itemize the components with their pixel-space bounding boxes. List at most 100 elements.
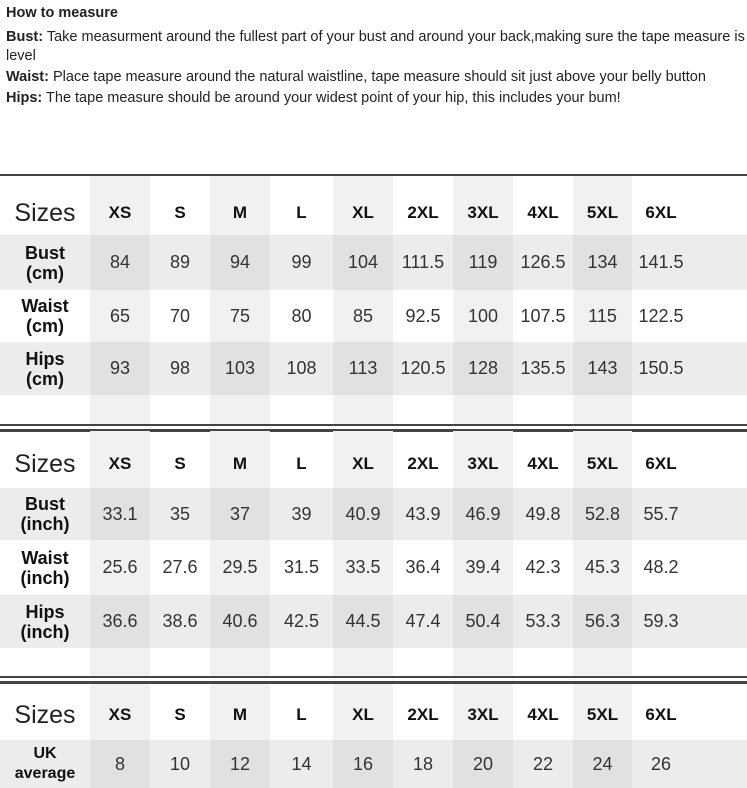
value-cell: 115 [588, 305, 617, 326]
value-cell: 47.4 [405, 611, 441, 631]
row-label-unit: average [14, 765, 76, 782]
cell-shade [573, 342, 632, 395]
size-header: XS [108, 454, 132, 473]
term: Hips: [6, 90, 43, 106]
cell-shade [453, 740, 513, 788]
text: Take measurment around the fullest part … [6, 29, 745, 64]
value-cell: 122.5 [638, 305, 684, 326]
row-label-name: Bust [25, 242, 65, 263]
value-cell: 150.5 [638, 358, 684, 378]
value-cell: 50.4 [465, 611, 501, 631]
size-header: 3XL [467, 705, 499, 724]
cell-shade [333, 595, 393, 648]
value-cell: 99 [291, 252, 312, 272]
value-cell: 85 [352, 305, 374, 326]
row-label: Waist (inch) [0, 548, 90, 588]
value-cell: 94 [229, 252, 251, 272]
value-cell: 104 [347, 252, 379, 272]
size-header: S [174, 454, 186, 473]
row-label-unit: (cm) [25, 262, 64, 283]
header-row: Sizes XS S M L XL 2XL 3XL 4XL 5XL 6XL [0, 440, 747, 488]
value-cell: 33.5 [345, 557, 381, 577]
divider-line [0, 676, 747, 678]
value-cell: 10 [169, 753, 191, 774]
value-cell: 44.5 [345, 611, 381, 631]
size-header: XS [108, 705, 132, 724]
value-cell: 26 [650, 753, 672, 774]
size-header: 5XL [586, 705, 619, 724]
header-row: Sizes XS S M L XL 2XL 3XL 4XL 5XL 6XL [0, 690, 747, 740]
value-cell: 36.4 [405, 557, 441, 577]
row-label-name: Bust [25, 494, 65, 514]
size-header: S [174, 202, 186, 222]
value-cell: 75 [229, 305, 251, 326]
value-cell: 36.6 [102, 611, 138, 631]
cell-shade [210, 595, 270, 648]
size-header: S [174, 705, 186, 724]
size-header: L [296, 454, 307, 473]
sizes-label: Sizes [14, 450, 76, 478]
size-header: XS [108, 202, 132, 222]
hips-instruction: Hips: The tape measure should be around … [6, 89, 747, 108]
value-cell: 120.5 [400, 358, 446, 378]
cell-shade [90, 235, 150, 290]
cell-shade [210, 235, 270, 290]
size-header: 3XL [467, 202, 499, 222]
row-label-unit: (cm) [25, 316, 64, 336]
value-cell: 70 [169, 305, 191, 326]
value-cell: 98 [169, 358, 191, 378]
cell-shade [90, 342, 150, 395]
size-header: 4XL [527, 454, 559, 473]
row-label-unit: (inch) [20, 621, 70, 642]
cell-shade [333, 342, 393, 395]
value-cell: 43.9 [405, 503, 441, 524]
bust-instruction: Bust: Take measurment around the fullest… [6, 28, 747, 66]
divider-line [0, 429, 747, 432]
value-cell: 27.6 [162, 557, 198, 577]
how-to-measure: How to measure Bust: Take measurment aro… [6, 4, 747, 110]
value-cell: 40.6 [222, 611, 258, 631]
cell-shade [90, 740, 150, 788]
cell-shade [573, 235, 632, 290]
value-cell: 12 [229, 753, 251, 774]
measurement-row: Waist (inch) 25.6 27.6 29.5 31.5 33.5 36.4 39.4 4… [0, 540, 747, 595]
cell-shade [453, 235, 513, 290]
row-label: Bust (inch) [0, 494, 90, 534]
value-cell: 39 [291, 503, 312, 524]
value-cell: 49.8 [525, 503, 561, 524]
measurement-row: Waist (cm) 65 70 75 80 85 92.5 100 107.5 115 122.5 [0, 290, 747, 342]
header-row: Sizes XS S M L XL 2XL 3XL 4XL 5XL 6XL [0, 190, 747, 235]
value-cell: 89 [169, 252, 191, 272]
term: Bust: [6, 29, 44, 45]
size-header: XL [352, 454, 374, 473]
value-cell: 84 [109, 252, 131, 272]
size-header: 2XL [407, 454, 439, 473]
size-header: L [296, 202, 307, 222]
value-cell: 14 [291, 753, 312, 774]
cell-shade [90, 488, 150, 540]
value-cell: 38.6 [162, 611, 198, 631]
value-cell: 33.1 [102, 503, 138, 524]
divider-line [0, 174, 747, 176]
row-label-name: Hips [25, 348, 65, 369]
row-label: Waist (cm) [0, 296, 90, 336]
row-label-unit: (inch) [20, 514, 70, 534]
measurement-row: Hips (inch) 36.6 38.6 40.6 42.5 44.5 47.4 50.4 53… [0, 595, 747, 648]
waist-instruction: Waist: Place tape measure around the nat… [6, 68, 747, 87]
size-header: M [232, 202, 248, 222]
cell-shade [573, 488, 632, 540]
value-cell: 18 [412, 753, 434, 774]
row-label: Hips (cm) [0, 349, 90, 389]
cell-shade [333, 488, 393, 540]
value-cell: 93 [109, 358, 131, 378]
term: Waist: [6, 69, 49, 85]
row-label: UK average [0, 744, 90, 784]
value-cell: 55.7 [643, 503, 679, 524]
cell-shade [210, 740, 270, 788]
measurement-row: Bust (cm) 84 89 94 99 104 111.5 119 126.5 134 141.5 [0, 235, 747, 290]
value-cell: 25.6 [102, 557, 138, 577]
value-cell: 40.9 [345, 503, 381, 524]
size-header: 2XL [407, 202, 439, 222]
cell-shade [573, 740, 632, 788]
measurement-row: Bust (inch) 33.1 35 37 39 40.9 43.9 46.9 49.8 52.8… [0, 488, 747, 540]
